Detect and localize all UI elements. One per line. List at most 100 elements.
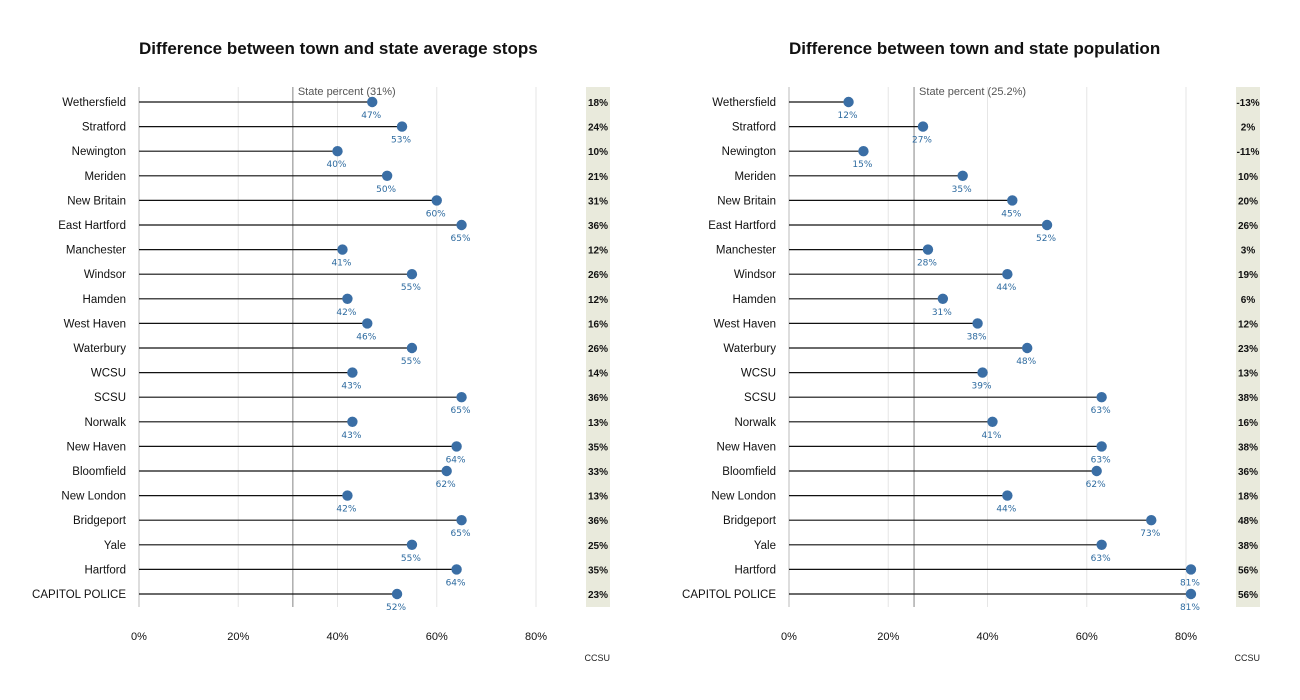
chart2-point (937, 293, 949, 304)
chart2-category-label: SCSU (744, 392, 776, 404)
chart1-data-label: 55% (401, 283, 421, 293)
chart2-data-label: 52% (1036, 234, 1056, 244)
chart1-point (456, 515, 467, 526)
chart2-data-label: 63% (1091, 455, 1111, 465)
chart2-point (843, 96, 854, 108)
chart2-data-label: 28% (917, 259, 937, 269)
chart1-difference-column (586, 87, 610, 607)
chart1-point (406, 539, 418, 550)
chart1-point (391, 588, 403, 600)
chart2-category-label: WCSU (741, 368, 776, 380)
chart1-difference-label: 26% (588, 270, 608, 281)
chart1-data-label: 55% (401, 357, 421, 367)
chart1-difference-label: 12% (588, 295, 608, 306)
chart1-category-label: East Hartford (58, 220, 126, 232)
chart1-category-label: Norwalk (84, 417, 126, 429)
chart1-category-label: SCSU (94, 392, 126, 404)
chart2-category-label: New Britain (717, 195, 776, 207)
chart2-category-label: Hamden (733, 294, 776, 306)
chart2-category-label: Wethersfield (712, 97, 776, 109)
chart2-point (987, 416, 998, 427)
chart2-data-label: 63% (1091, 554, 1111, 564)
chart1-title: Difference between town and state averag… (139, 39, 538, 58)
chart2-difference-label: 18% (1238, 492, 1258, 503)
chart2-data-label: 31% (932, 308, 952, 318)
chart2-difference-label: 6% (1241, 295, 1256, 306)
chart1-point (456, 392, 467, 403)
chart2-reference-label: State percent (25.2%) (919, 86, 1026, 98)
chart2-difference-label: 23% (1238, 344, 1258, 355)
chart2-data-label: 48% (1016, 357, 1036, 367)
chart2-data-label: 12% (838, 111, 858, 121)
chart2-category-label: New London (711, 491, 776, 503)
chart1-category-label: New Haven (67, 441, 126, 453)
chart1-category-label: Stratford (82, 122, 126, 134)
chart1-difference-label: 10% (588, 147, 608, 158)
chart1-point (406, 342, 418, 354)
chart2-category-label: Bloomfield (722, 466, 776, 478)
chart2-difference-label: 2% (1241, 123, 1256, 134)
chart1-difference-label: 23% (588, 590, 608, 601)
chart2-point (1007, 195, 1018, 206)
chart2-difference-label: 20% (1238, 196, 1258, 207)
chart1-x-tick-label: 20% (227, 631, 249, 643)
chart1-difference-label: 13% (588, 418, 608, 429)
chart2-difference-label: -11% (1237, 147, 1260, 158)
chart2-category-label: Bridgeport (723, 515, 777, 527)
chart1-data-label: 65% (451, 234, 471, 244)
chart2-difference-label: 12% (1238, 319, 1258, 330)
chart1-category-label: Hartford (84, 564, 126, 576)
chart1-data-label: 64% (446, 578, 466, 588)
chart1-reference-label: State percent (31%) (298, 86, 396, 98)
chart1-point (362, 318, 373, 329)
chart1-data-label: 46% (356, 332, 376, 342)
chart2-difference-label: 38% (1238, 442, 1258, 453)
chart2-point (922, 244, 934, 255)
chart2-data-label: 62% (1086, 480, 1106, 490)
chart2-data-label: 63% (1091, 406, 1111, 416)
chart2-x-tick-label: 80% (1175, 631, 1197, 643)
chart2-x-tick-label: 0% (781, 631, 797, 643)
chart1-point (337, 244, 348, 255)
chart2-difference-label: 56% (1238, 565, 1258, 576)
chart2-category-label: Hartford (734, 564, 776, 576)
chart1-category-label: Newington (72, 146, 126, 158)
chart2-data-label: 44% (996, 505, 1016, 515)
chart2-point (1002, 490, 1013, 501)
chart1-difference-label: 25% (588, 541, 608, 552)
chart1-data-label: 62% (436, 480, 456, 490)
chart2-point (1096, 539, 1107, 550)
chart2-category-label: Newington (722, 146, 776, 158)
chart1-difference-label: 33% (588, 467, 608, 478)
chart1-x-tick-label: 0% (131, 631, 147, 643)
chart1-category-label: CAPITOL POLICE (32, 589, 126, 601)
chart2-category-label: West Haven (714, 318, 776, 330)
chart2-category-label: Manchester (716, 245, 776, 257)
chart2-data-label: 44% (996, 283, 1016, 293)
chart1-data-label: 52% (386, 603, 406, 613)
chart2-difference-label: 48% (1238, 516, 1258, 527)
chart1-point (451, 441, 462, 452)
chart1-category-label: New Britain (67, 195, 126, 207)
chart1-category-label: Waterbury (73, 343, 126, 355)
chart1-point (431, 195, 442, 206)
chart2-difference-label: 10% (1238, 172, 1258, 183)
chart2-point (977, 367, 988, 378)
chart2-category-label: Norwalk (734, 417, 776, 429)
chart2-difference-column (1236, 87, 1260, 607)
chart2-data-label: 35% (952, 185, 972, 195)
chart1-category-label: Wethersfield (62, 97, 126, 109)
chart2-category-label: Meriden (734, 171, 776, 183)
chart1-difference-label: 14% (588, 369, 608, 380)
chart1-data-label: 53% (391, 136, 411, 146)
chart2-point (1096, 392, 1107, 403)
chart2-data-label: 41% (981, 431, 1001, 441)
chart1-difference-label: 36% (588, 516, 608, 527)
chart2-point (858, 146, 869, 157)
chart2-data-label: 81% (1180, 603, 1200, 613)
chart1-point (441, 465, 452, 477)
chart2-category-label: Windsor (734, 269, 776, 281)
chart1-point (406, 269, 418, 280)
chart1-point (347, 367, 358, 378)
